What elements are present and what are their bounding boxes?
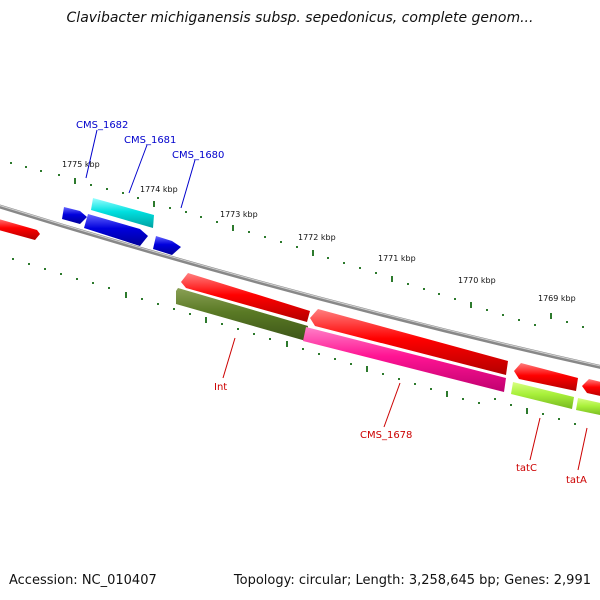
gene-label-cms-1682[interactable]: CMS_1682 [76, 120, 128, 131]
label-leader [383, 382, 401, 428]
gene-label-tatc[interactable]: tatC [516, 463, 537, 474]
label-leader [222, 337, 236, 379]
gene-feature-cms-1680 [153, 236, 181, 255]
genome-backbone [0, 204, 600, 369]
label-leader [180, 159, 196, 209]
gene-label-cms-1680[interactable]: CMS_1680 [172, 150, 224, 161]
scale-label: 1771 kbp [378, 254, 416, 263]
accession-text: Accession: NC_010407 [9, 573, 157, 588]
label-leader [128, 144, 148, 194]
map-title: Clavibacter michiganensis subsp. sepedon… [66, 10, 534, 26]
cds-feature [310, 309, 508, 375]
cds-feature [514, 363, 578, 391]
gene-label-cms-1681[interactable]: CMS_1681 [124, 135, 176, 146]
scale-label: 1769 kbp [538, 294, 576, 303]
gene-feature-cms-1681 [91, 198, 154, 228]
scale-label: 1775 kbp [62, 160, 100, 169]
scale-label: 1774 kbp [140, 185, 178, 194]
gene-feature-cms-1678 [303, 327, 506, 392]
genome-stats-text: Topology: circular; Length: 3,258,645 bp… [233, 573, 591, 588]
label-leader [577, 427, 588, 471]
gene-feature [62, 207, 87, 224]
gene-label-int[interactable]: Int [214, 382, 227, 393]
scale-label: 1772 kbp [298, 233, 336, 242]
scale-label: 1770 kbp [458, 276, 496, 285]
gene-label-cms-1678[interactable]: CMS_1678 [360, 430, 412, 441]
gene-feature-tatc [511, 382, 574, 409]
outer-ruler [10, 162, 584, 328]
gene-feature-cms-1682 [84, 214, 148, 246]
gene-label-tata[interactable]: tatA [566, 475, 587, 486]
cds-feature [0, 219, 40, 240]
cds-feature [181, 273, 310, 322]
gene-feature-int [176, 288, 308, 341]
label-leader [529, 417, 541, 461]
cds-feature [582, 379, 600, 396]
inner-ruler [12, 258, 576, 425]
gene-feature-tata [576, 398, 600, 415]
scale-label: 1773 kbp [220, 210, 258, 219]
label-leader [85, 129, 98, 179]
